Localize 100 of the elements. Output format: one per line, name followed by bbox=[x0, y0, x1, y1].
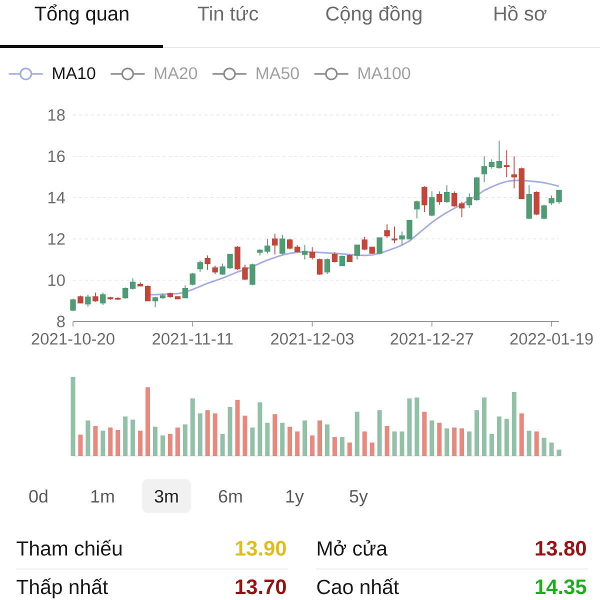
bar bbox=[362, 432, 367, 456]
bar bbox=[242, 416, 248, 456]
text: 13.80 bbox=[536, 540, 586, 556]
bar bbox=[422, 412, 427, 456]
y-tick-label: 10 bbox=[48, 274, 65, 286]
bar bbox=[78, 434, 83, 456]
bar bbox=[556, 450, 562, 456]
x-tick-label: 2021-12-03 bbox=[271, 333, 354, 345]
bar bbox=[295, 432, 300, 456]
bar bbox=[332, 437, 337, 456]
text: 6m bbox=[218, 490, 242, 503]
candlestick bbox=[444, 184, 450, 204]
bar bbox=[542, 438, 546, 456]
text: 13.90 bbox=[236, 540, 286, 556]
bar bbox=[212, 413, 218, 456]
bar bbox=[182, 424, 188, 456]
candlestick bbox=[422, 186, 428, 212]
bar bbox=[452, 428, 457, 456]
bar bbox=[430, 420, 434, 456]
text: 14.35 bbox=[536, 579, 586, 594]
bar bbox=[310, 435, 315, 456]
candlestick bbox=[122, 286, 128, 300]
candlestick bbox=[294, 244, 300, 252]
bar bbox=[93, 426, 98, 456]
candlestick bbox=[204, 254, 210, 270]
bar bbox=[146, 387, 150, 456]
x-tick-label: 2021-10-20 bbox=[32, 333, 114, 345]
y-tick-label: 18 bbox=[48, 109, 65, 121]
bar bbox=[317, 420, 322, 456]
candlestick bbox=[436, 190, 442, 206]
bar bbox=[228, 407, 232, 456]
bar bbox=[272, 414, 278, 456]
bar bbox=[116, 430, 120, 456]
bar bbox=[354, 412, 360, 456]
bar bbox=[467, 432, 472, 456]
bar bbox=[190, 398, 195, 456]
candlestick bbox=[458, 201, 465, 218]
bar bbox=[407, 398, 412, 456]
bar bbox=[280, 422, 285, 456]
candlestick bbox=[414, 200, 420, 219]
text: 0d bbox=[29, 490, 48, 503]
x-tick-label: 2021-11-11 bbox=[152, 333, 233, 345]
candlestick bbox=[272, 233, 278, 255]
candlestick bbox=[392, 226, 398, 244]
bar bbox=[100, 430, 106, 456]
text: 1m bbox=[91, 490, 114, 502]
bar bbox=[504, 418, 509, 456]
x-tick-label: 2021-12-27 bbox=[390, 333, 474, 345]
bar bbox=[460, 428, 464, 456]
x-tick-label: 2022-01-19 bbox=[510, 333, 593, 345]
bar bbox=[302, 420, 308, 456]
bar bbox=[444, 428, 450, 456]
bar bbox=[340, 437, 344, 456]
bar bbox=[526, 430, 532, 456]
bar bbox=[70, 376, 76, 456]
bar bbox=[392, 432, 397, 456]
bar bbox=[489, 434, 494, 456]
legend-label: MA20 bbox=[154, 67, 198, 80]
text: Hồ sơ bbox=[494, 5, 546, 21]
bar bbox=[138, 430, 143, 456]
text: Cao nhất bbox=[317, 578, 399, 594]
bar bbox=[519, 413, 524, 456]
candlestick bbox=[526, 184, 532, 220]
text: Tham chiếu bbox=[16, 540, 122, 556]
bar bbox=[175, 428, 180, 456]
legend-label: MA50 bbox=[256, 67, 299, 80]
bar bbox=[549, 442, 554, 456]
bar bbox=[400, 432, 404, 456]
text: Tổng quan bbox=[34, 4, 128, 25]
legend-label: MA10 bbox=[53, 67, 96, 80]
text: 3m bbox=[154, 490, 178, 503]
bar bbox=[123, 416, 128, 456]
bar bbox=[414, 398, 420, 456]
bar bbox=[512, 392, 516, 456]
text: 5y bbox=[350, 490, 368, 506]
bar bbox=[496, 416, 502, 456]
bar bbox=[160, 435, 165, 456]
legend-label: MA100 bbox=[358, 67, 410, 80]
candlestick bbox=[504, 150, 510, 178]
bar bbox=[482, 398, 486, 456]
text: Mở cửa bbox=[318, 540, 388, 556]
bar bbox=[130, 420, 136, 456]
text: Tin tức bbox=[198, 6, 258, 21]
bar bbox=[437, 422, 442, 456]
bar bbox=[474, 410, 480, 456]
y-tick-label: 8 bbox=[57, 316, 65, 328]
bar bbox=[108, 428, 113, 456]
bar bbox=[384, 426, 390, 456]
bar bbox=[258, 402, 262, 456]
candlestick bbox=[511, 156, 517, 189]
text: 1y bbox=[286, 490, 304, 506]
bar bbox=[265, 422, 270, 456]
text: 13.70 bbox=[236, 579, 286, 594]
candlestick bbox=[541, 204, 547, 220]
bar bbox=[347, 442, 352, 456]
bar bbox=[377, 410, 382, 456]
bar bbox=[534, 432, 539, 456]
bar bbox=[220, 434, 225, 456]
bar bbox=[370, 442, 374, 456]
bar bbox=[205, 410, 210, 456]
